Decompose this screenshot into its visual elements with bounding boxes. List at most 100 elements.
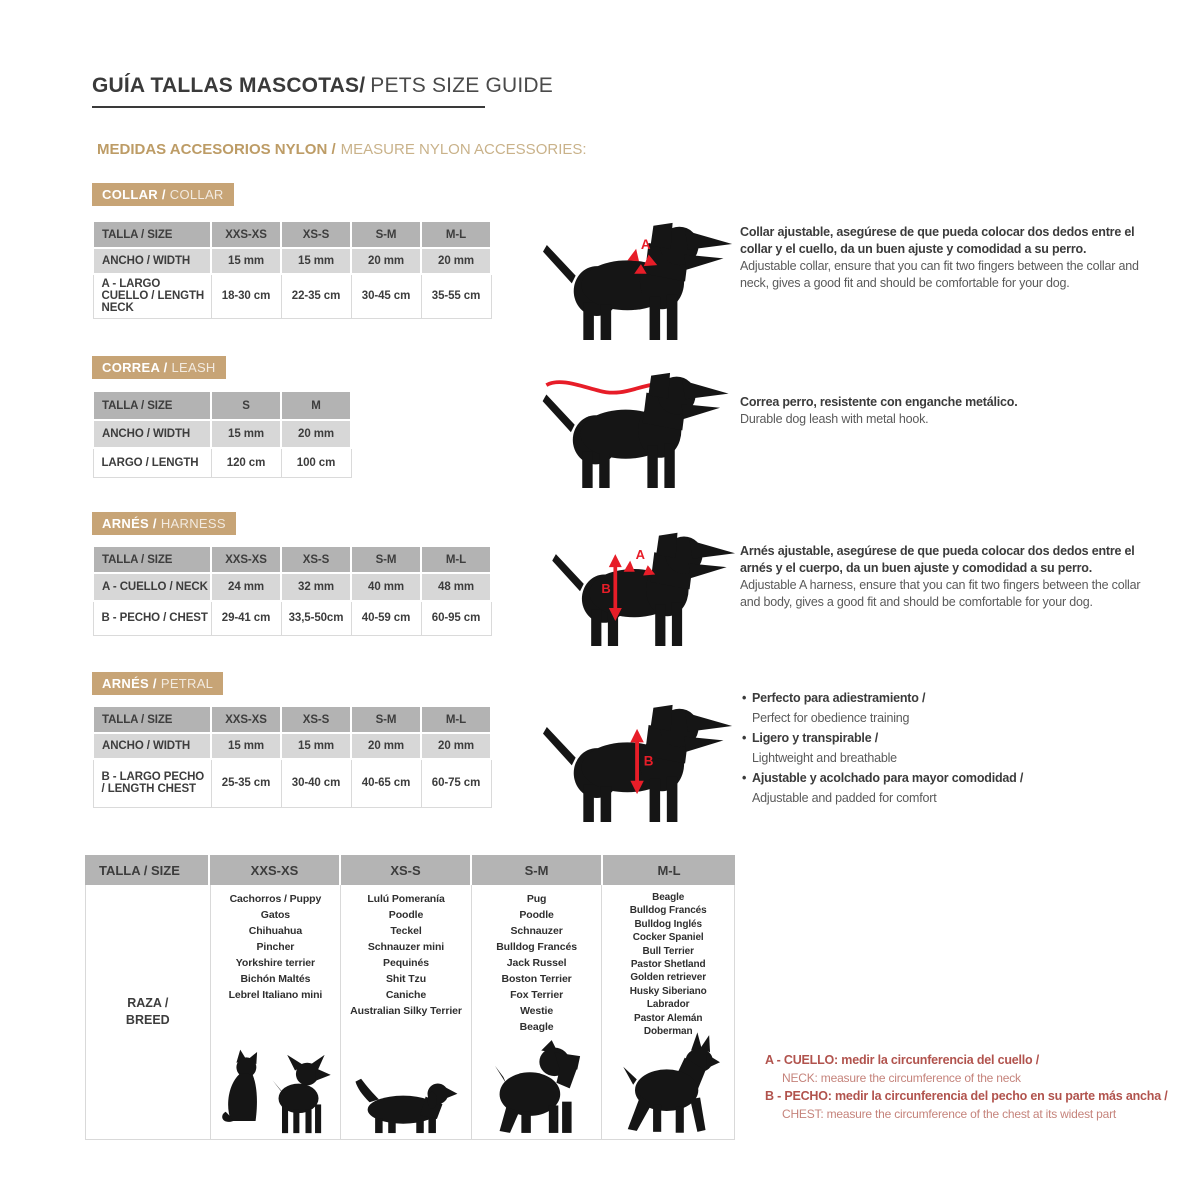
harness-description: Arnés ajustable, asegúrese de que pueda … <box>740 543 1155 611</box>
col-header: M-L <box>420 707 492 734</box>
collar-size-table: TALLA / SIZE XXS-XS XS-S S-M M-L ANCHO /… <box>92 222 492 319</box>
page-title: GUÍA TALLAS MASCOTAS/PETS SIZE GUIDE <box>92 74 553 108</box>
harness-desc-es: Arnés ajustable, asegúrese de que pueda … <box>740 544 1135 575</box>
col-header: S <box>210 392 282 421</box>
row-label: TALLA / SIZE <box>92 392 212 421</box>
col-header: XXS-XS <box>210 547 282 574</box>
value-cell: 20 mm <box>350 247 422 275</box>
silhouette-row <box>472 1039 602 1134</box>
value-cell: 15 mm <box>210 419 282 449</box>
value-cell: 15 mm <box>280 247 352 275</box>
petral-feature-list: Perfecto para adiestramiento / Perfect f… <box>742 688 1162 808</box>
collar-section-badge: COLLAR / COLLAR <box>92 183 234 206</box>
breed-cell-xs-s: Lulú Pomeranía Poodle Teckel Schnauzer m… <box>341 885 472 1139</box>
page-subtitle: MEDIDAS ACCESORIOS NYLON / MEASURE NYLON … <box>97 141 587 158</box>
breed-list: Beagle Bulldog Francés Bulldog Inglés Co… <box>629 892 707 1038</box>
petral-badge-en: PETRAL <box>160 676 214 691</box>
breed-cell-xxs-xs: Cachorros / Puppy Gatos Chihuahua Pinche… <box>211 885 342 1139</box>
value-cell: 20 mm <box>350 732 422 760</box>
value-cell: 20 mm <box>420 732 492 760</box>
collar-desc-en: Adjustable collar, ensure that you can f… <box>740 259 1139 290</box>
feature-es: Perfecto para adiestramiento / <box>742 688 1162 708</box>
cat-icon <box>218 1042 264 1134</box>
page-subtitle-en: MEASURE NYLON ACCESSORIES: <box>340 141 587 158</box>
collar-badge-es: COLLAR / <box>102 187 166 202</box>
row-label: ANCHO / WIDTH <box>92 732 212 760</box>
value-cell: 30-45 cm <box>350 273 422 319</box>
value-cell: 20 mm <box>420 247 492 275</box>
col-header: XS-S <box>341 855 472 885</box>
marker-letter-b: B <box>601 581 610 596</box>
col-header: XS-S <box>280 707 352 734</box>
chihuahua-icon <box>271 1054 333 1134</box>
breed-size-table: TALLA / SIZE XXS-XS XS-S S-M M-L RAZA / … <box>85 855 735 1140</box>
marker-letter-a: A <box>636 547 646 562</box>
row-label: TALLA / SIZE <box>92 222 212 249</box>
value-cell: 18-30 cm <box>210 273 282 319</box>
breed-list: Pug Poodle Schnauzer Bulldog Francés Jac… <box>496 893 577 1033</box>
col-header: XS-S <box>280 547 352 574</box>
harness-badge-es: ARNÉS / <box>102 516 157 531</box>
breed-list: Lulú Pomeranía Poodle Teckel Schnauzer m… <box>350 893 462 1017</box>
harness-size-table: TALLA / SIZE XXS-XS XS-S S-M M-L A - CUE… <box>92 547 492 636</box>
value-cell: 15 mm <box>280 732 352 760</box>
leash-section-badge: CORREA / LEASH <box>92 356 226 379</box>
note-en: NECK: measure the circumference of the n… <box>782 1071 1021 1085</box>
petral-badge-es: ARNÉS / <box>102 676 157 691</box>
col-header: S-M <box>350 707 422 734</box>
value-cell: 33,5-50cm <box>280 600 352 636</box>
marker-letter-a: A <box>641 237 651 252</box>
col-header: S-M <box>350 222 422 249</box>
col-header: TALLA / SIZE <box>85 855 210 885</box>
value-cell: 32 mm <box>280 572 352 602</box>
leash-desc-es: Correa perro, resistente con enganche me… <box>740 395 1018 409</box>
value-cell: 29-41 cm <box>210 600 282 636</box>
col-header: M-L <box>420 547 492 574</box>
col-header: XXS-XS <box>210 707 282 734</box>
row-label: B - PECHO / CHEST <box>92 600 212 636</box>
doberman-icon <box>616 1032 720 1134</box>
harness-section-badge: ARNÉS / HARNESS <box>92 512 236 535</box>
measurement-notes: A - CUELLO: medir la circunferencia del … <box>765 1051 1195 1123</box>
note-es: A - CUELLO: medir la circunferencia del … <box>765 1053 1040 1067</box>
silhouette-row <box>341 1076 471 1134</box>
feature-item: Perfecto para adiestramiento / Perfect f… <box>742 688 1162 728</box>
value-cell: 48 mm <box>420 572 492 602</box>
col-header: XXS-XS <box>210 222 282 249</box>
breed-list: Cachorros / Puppy Gatos Chihuahua Pinche… <box>228 893 323 1001</box>
schnauzer-icon <box>492 1039 582 1134</box>
note-item-b: B - PECHO: medir la circunferencia del p… <box>765 1087 1195 1123</box>
silhouette-row <box>602 1032 734 1134</box>
dog-petral-icon: B <box>543 702 735 822</box>
value-cell: 60-95 cm <box>420 600 492 636</box>
collar-description: Collar ajustable, asegúrese de que pueda… <box>740 224 1155 292</box>
value-cell: 22-35 cm <box>280 273 352 319</box>
dog-collar-icon: A <box>543 220 735 340</box>
col-header: S-M <box>472 855 603 885</box>
value-cell: 100 cm <box>280 447 352 478</box>
value-cell: 35-55 cm <box>420 273 492 319</box>
row-label: TALLA / SIZE <box>92 547 212 574</box>
col-header: XXS-XS <box>210 855 341 885</box>
row-label: TALLA / SIZE <box>92 707 212 734</box>
value-cell: 120 cm <box>210 447 282 478</box>
collar-desc-es: Collar ajustable, asegúrese de que pueda… <box>740 225 1135 256</box>
feature-item: Ligero y transpirable / Lightweight and … <box>742 728 1162 768</box>
page-title-es: GUÍA TALLAS MASCOTAS/ <box>92 74 366 97</box>
value-cell: 15 mm <box>210 732 282 760</box>
note-item-a: A - CUELLO: medir la circunferencia del … <box>765 1051 1195 1087</box>
leash-badge-en: LEASH <box>171 360 216 375</box>
value-cell: 40-59 cm <box>350 600 422 636</box>
col-header: S-M <box>350 547 422 574</box>
row-label: A - CUELLO / NECK <box>92 572 212 602</box>
page-subtitle-es: MEDIDAS ACCESORIOS NYLON / <box>97 141 336 158</box>
feature-en: Lightweight and breathable <box>752 751 897 765</box>
petral-section-badge: ARNÉS / PETRAL <box>92 672 224 695</box>
collar-badge-en: COLLAR <box>169 187 224 202</box>
dog-leash-icon <box>538 370 736 488</box>
dog-harness-icon: B A <box>552 530 738 646</box>
leash-description: Correa perro, resistente con enganche me… <box>740 394 1155 428</box>
feature-en: Adjustable and padded for comfort <box>752 791 937 805</box>
col-header: M <box>280 392 352 421</box>
